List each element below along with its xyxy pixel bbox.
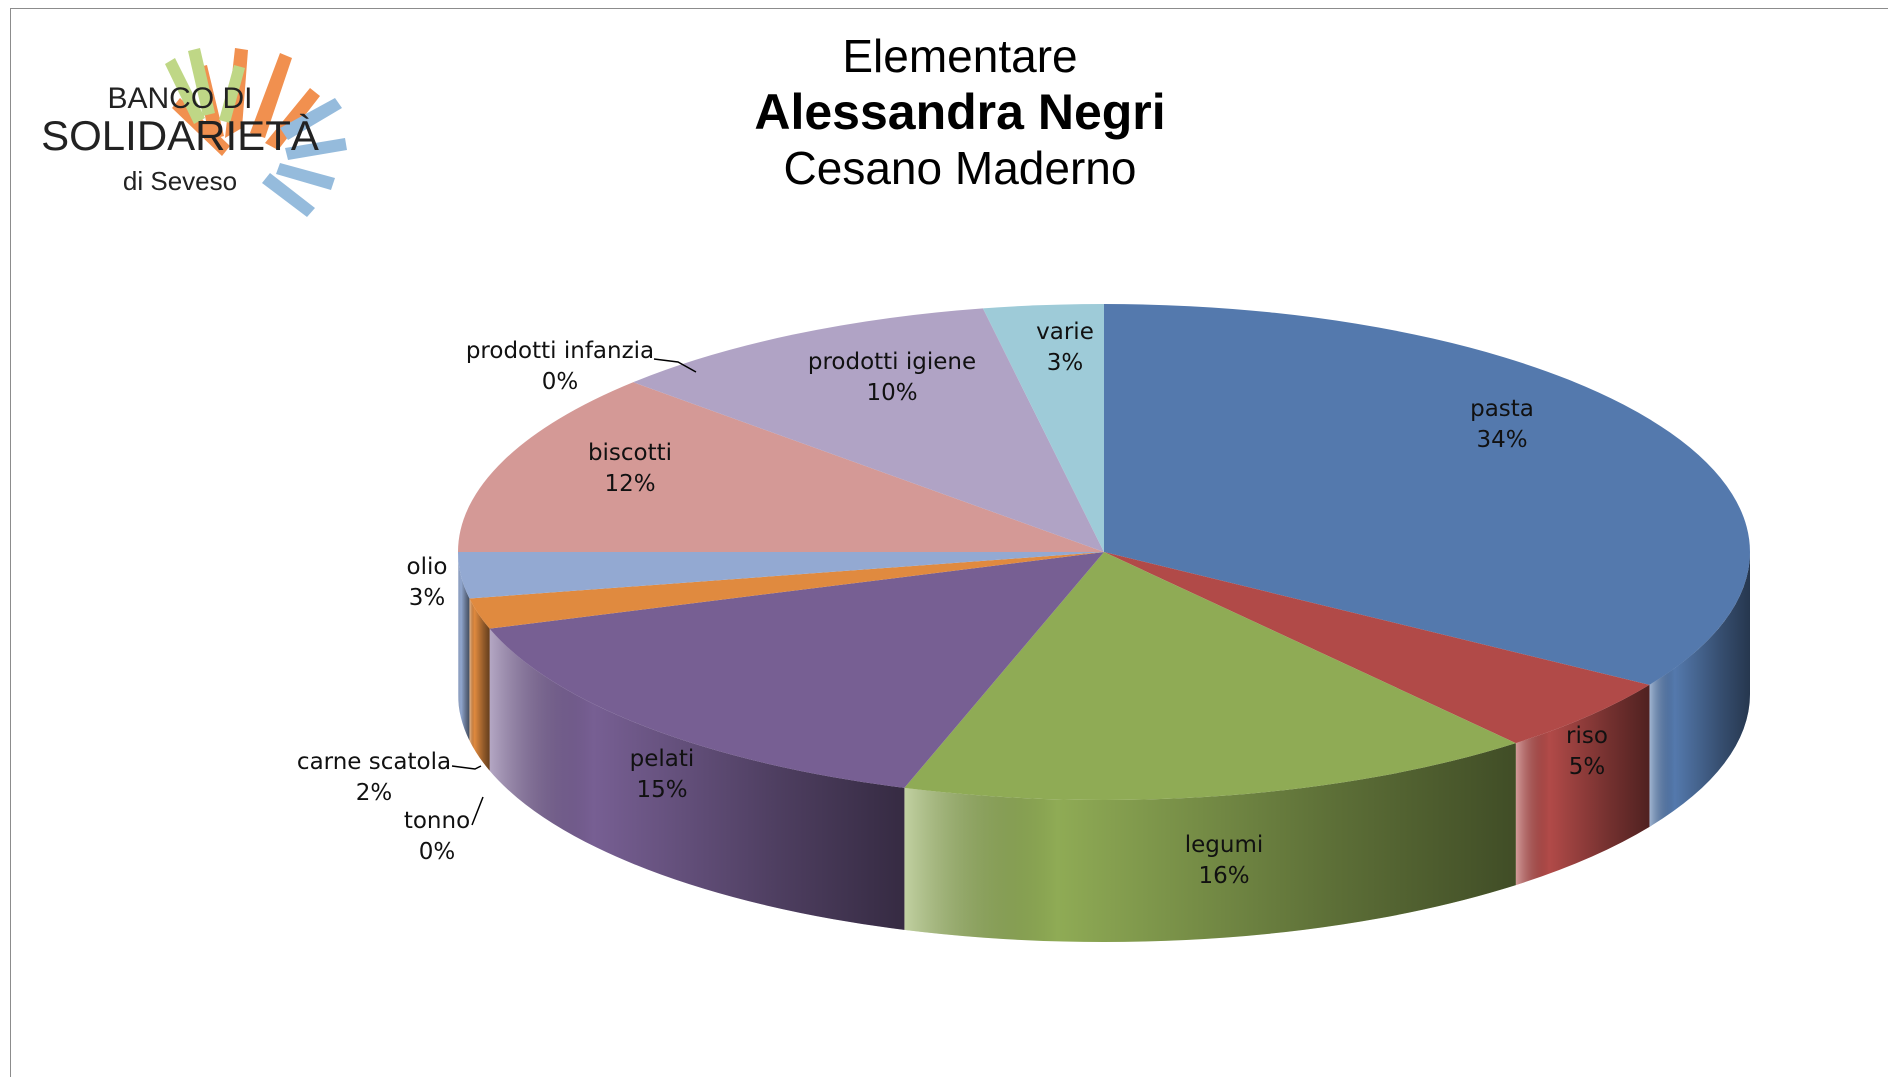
data-label-value: 10% [866, 380, 918, 406]
pie-slice-varie [982, 304, 1104, 552]
pie-side-shade-pasta [1649, 552, 1750, 827]
pie-side-shade-riso [1515, 684, 1650, 886]
data-label-name: riso [1566, 723, 1608, 749]
data-label-name: pasta [1470, 396, 1534, 422]
logo-line1: BANCO DI [107, 82, 252, 115]
data-label-value: 34% [1476, 427, 1528, 453]
data-label-value: 12% [604, 471, 656, 497]
pie-side-shade-carne-scatola [469, 598, 490, 771]
data-label-name: prodotti infanzia [465, 338, 655, 364]
pie-slice-biscotti [458, 382, 1104, 552]
data-label-value: 5% [1568, 754, 1606, 780]
data-label-name: olio [406, 554, 448, 580]
logo-line3: di Seveso [123, 166, 237, 196]
data-label-pasta: pasta 34% [1352, 394, 1652, 456]
pie-slice-legumi [904, 552, 1516, 800]
pie-slice-pasta [1104, 304, 1750, 685]
data-label-name: tonno [403, 808, 471, 834]
pie-side-shade-legumi [904, 743, 1516, 942]
data-label-name: legumi [1184, 832, 1264, 858]
data-label-tonno: tonno 0% [287, 806, 587, 868]
data-label-riso: riso 5% [1437, 721, 1737, 783]
data-label-value: 16% [1198, 863, 1250, 889]
data-label-name: carne scatola [296, 749, 452, 775]
logo: BANCO DI SOLIDARIETÀ di Seveso [30, 28, 400, 218]
data-label-legumi: legumi 16% [1074, 830, 1374, 892]
pie-slice-olio [458, 552, 1104, 599]
pie-slice-riso [1104, 552, 1650, 744]
title-line-3: Cesano Maderno [783, 142, 1137, 194]
data-label-value: 0% [418, 839, 456, 865]
chart-title: Elementare Alessandra Negri Cesano Mader… [660, 28, 1260, 196]
data-label-name: pelati [629, 746, 695, 772]
data-label-value: 15% [636, 777, 688, 803]
data-label-varie: varie 3% [915, 317, 1215, 379]
data-label-value: 2% [355, 780, 393, 806]
data-label-name: biscotti [587, 440, 673, 466]
data-label-value: 3% [1046, 350, 1084, 376]
pie-side-shade-pelati [489, 628, 905, 930]
logo-line2: SOLIDARIETÀ [41, 112, 319, 159]
title-line-2: Alessandra Negri [754, 84, 1166, 140]
data-label-pelati: pelati 15% [512, 744, 812, 806]
title-line-1: Elementare [842, 30, 1078, 82]
data-label-value: 3% [408, 585, 446, 611]
chart-frame [10, 8, 1888, 1077]
data-label-biscotti: biscotti 12% [480, 438, 780, 500]
pie-slice-carne-scatola [469, 552, 1104, 629]
data-label-carne-scatola: carne scatola 2% [224, 747, 524, 809]
data-label-name: prodotti igiene [807, 349, 977, 375]
leader-line-prodotti-infanzia [653, 358, 697, 373]
data-label-prodotti-infanzia: prodotti infanzia 0% [410, 336, 710, 398]
leader-line-tonno [471, 796, 484, 826]
hands-logo-icon: BANCO DI SOLIDARIETÀ di Seveso [41, 48, 347, 217]
pie-slice-prodotti-igiene [633, 308, 1104, 552]
pie-slice-pelati [489, 552, 1104, 788]
data-label-value: 0% [541, 369, 579, 395]
leader-line-carne-scatola [451, 765, 482, 770]
data-label-prodotti-igiene: prodotti igiene 10% [742, 347, 1042, 409]
pie-side-shade-olio [458, 552, 470, 741]
data-label-olio: olio 3% [277, 552, 577, 614]
data-label-name: varie [1036, 319, 1094, 345]
